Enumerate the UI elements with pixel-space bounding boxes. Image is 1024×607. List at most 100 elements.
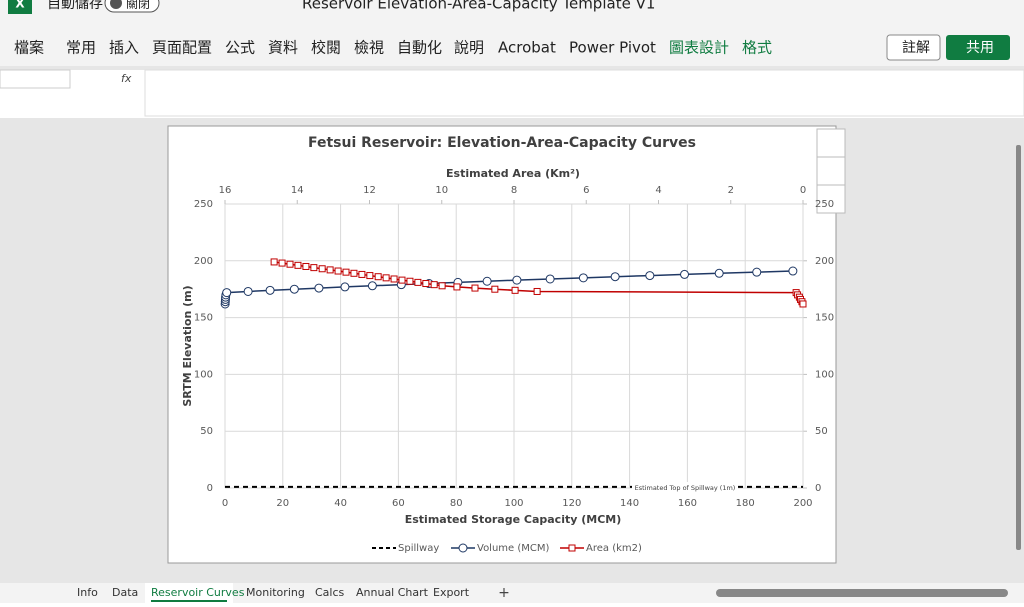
point (512, 275, 522, 285)
point (243, 286, 253, 296)
ribbon-tab[interactable]: 檔案 (14, 39, 44, 57)
toggle-knob (110, 0, 122, 9)
fx-icon: fx (121, 72, 132, 85)
chart-filter-button[interactable] (816, 184, 846, 214)
point (645, 271, 655, 281)
point (326, 266, 334, 274)
file-name: Reservoir Elevation-Area-Capacity Templa… (302, 0, 655, 13)
x-tick-label: 140 (620, 498, 639, 509)
ribbon-tab[interactable]: 自動化 (397, 39, 442, 57)
point (752, 267, 762, 277)
y2-tick-label: 150 (815, 313, 834, 324)
x-tick-label: 200 (793, 498, 812, 509)
app-icon (8, 0, 32, 14)
chart-title: Fetsui Reservoir: Elevation-Area-Capacit… (308, 135, 696, 151)
point (680, 269, 690, 279)
point (414, 278, 422, 286)
toggle-label: 關閉 (126, 0, 150, 11)
active-tab-bg (145, 583, 233, 603)
y-tick-label: 150 (194, 313, 213, 324)
name-box[interactable] (0, 69, 71, 89)
point (367, 281, 377, 291)
point (265, 285, 275, 295)
point (278, 259, 286, 267)
point (799, 300, 807, 308)
point (390, 275, 398, 283)
point (578, 273, 588, 283)
point (382, 274, 390, 282)
ribbon-tab[interactable]: Acrobat (498, 39, 556, 57)
x-axis-title: Estimated Storage Capacity (MCM) (405, 513, 622, 526)
point (342, 268, 350, 276)
sheet-tab[interactable]: Reservoir Curves (151, 586, 245, 599)
chart-styles-button[interactable] (816, 156, 846, 186)
ribbon-tab[interactable]: 資料 (268, 39, 298, 57)
autosave-label: 自動儲存 (47, 0, 103, 12)
y-tick-label: 250 (194, 199, 213, 210)
point (366, 272, 374, 280)
point (340, 282, 350, 292)
x-tick-label: 80 (450, 498, 463, 509)
sheet-tab[interactable]: Export (433, 586, 470, 599)
comment-label: 註解 (902, 40, 930, 56)
y2-tick-label: 100 (815, 369, 834, 380)
ribbon-tab[interactable]: 頁面配置 (152, 39, 212, 57)
legend-marker (568, 544, 576, 552)
point (314, 283, 324, 293)
annotation-bg (632, 482, 738, 493)
point (302, 262, 310, 270)
x-tick-label: 180 (736, 498, 755, 509)
point (438, 282, 446, 290)
point (270, 258, 278, 266)
x2-tick-label: 2 (728, 185, 734, 196)
point (310, 264, 318, 272)
sheet-tab[interactable]: Annual Chart (356, 586, 429, 599)
legend-label: Volume (MCM) (477, 543, 550, 554)
x2-tick-label: 12 (363, 185, 376, 196)
sheet-tab[interactable]: Monitoring (246, 586, 305, 599)
point (610, 272, 620, 282)
share-button[interactable] (946, 35, 1010, 60)
ribbon-tab[interactable]: 格式 (742, 39, 772, 57)
formula-input[interactable] (144, 69, 1024, 117)
point (422, 280, 430, 288)
point (471, 284, 479, 292)
ribbon-tab[interactable]: 說明 (454, 39, 484, 57)
ribbon-tab[interactable]: 校閱 (311, 39, 341, 57)
x-tick-label: 120 (562, 498, 581, 509)
share-label: 共用 (966, 40, 994, 56)
point (453, 283, 461, 291)
ribbon-tab[interactable]: 插入 (109, 39, 139, 57)
point (350, 269, 358, 277)
x2-tick-label: 14 (291, 185, 304, 196)
point (482, 276, 492, 286)
chart-elements-button[interactable] (816, 128, 846, 158)
ribbon-tab[interactable]: 圖表設計 (669, 39, 729, 57)
point (788, 266, 798, 276)
point (318, 265, 326, 273)
x-tick-label: 40 (334, 498, 347, 509)
legend-label: Spillway (398, 543, 439, 554)
ribbon-tab[interactable]: 常用 (66, 39, 96, 57)
sheet-tab[interactable]: Info (77, 586, 98, 599)
sheet-tab[interactable]: Calcs (315, 586, 345, 599)
point (374, 273, 382, 281)
x-tick-label: 160 (678, 498, 697, 509)
h-scrollbar[interactable] (716, 589, 1008, 597)
ribbon-tab[interactable]: Power Pivot (569, 39, 656, 57)
y-axis-title: SRTM Elevation (m) (181, 285, 194, 406)
tab-bar (0, 583, 1024, 603)
sheet-tab[interactable]: Data (112, 586, 138, 599)
ribbon-tab[interactable]: 檢視 (354, 39, 384, 57)
legend-marker (458, 543, 468, 553)
ribbon-tab[interactable]: 公式 (225, 39, 255, 57)
point (533, 287, 541, 295)
comment-button[interactable] (886, 34, 941, 61)
y-tick-label: 50 (200, 426, 213, 437)
x2-tick-label: 0 (800, 185, 806, 196)
x2-axis-title: Estimated Area (Km²) (446, 167, 580, 180)
add-sheet[interactable]: + (498, 585, 510, 601)
x2-tick-label: 16 (219, 185, 232, 196)
v-scrollbar[interactable] (1016, 145, 1021, 550)
